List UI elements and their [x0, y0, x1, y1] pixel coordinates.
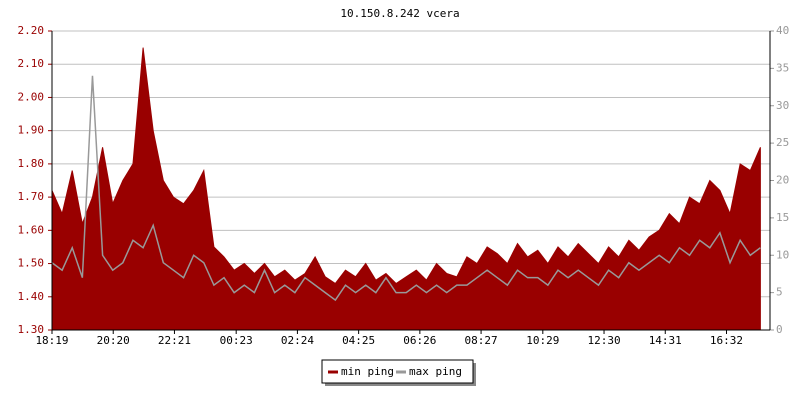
y2-tick-label: 25 [776, 136, 789, 149]
legend-label: min ping [341, 365, 394, 378]
x-tick-label: 06:26 [403, 334, 436, 347]
x-tick-label: 04:25 [342, 334, 375, 347]
x-tick-label: 12:30 [587, 334, 620, 347]
y-tick-label: 2.00 [18, 90, 45, 103]
x-tick-label: 10:29 [526, 334, 559, 347]
y2-tick-label: 20 [776, 174, 789, 187]
line [51, 75, 761, 302]
y-tick-label: 1.60 [18, 223, 45, 236]
y-tick-label: 2.10 [18, 57, 45, 70]
y-tick-label: 1.70 [18, 190, 45, 203]
y-tick-label: 1.30 [18, 323, 45, 336]
y-tick-label: 1.90 [18, 124, 45, 137]
area [51, 47, 761, 331]
x-tick-label: 00:23 [220, 334, 253, 347]
legend-label: max ping [409, 365, 462, 378]
y2-tick-label: 35 [776, 61, 789, 74]
x-tick-label: 14:31 [649, 334, 682, 347]
y2-tick-label: 40 [776, 24, 789, 37]
x-tick-label: 02:24 [281, 334, 314, 347]
y2-tick-label: 30 [776, 99, 789, 112]
y-tick-label: 1.50 [18, 257, 45, 270]
y2-tick-label: 5 [776, 286, 783, 299]
x-tick-label: 20:20 [97, 334, 130, 347]
y2-tick-label: 10 [776, 248, 789, 261]
x-tick-label: 16:32 [710, 334, 743, 347]
y2-tick-label: 0 [776, 323, 783, 336]
y-tick-label: 1.80 [18, 157, 45, 170]
y-tick-label: 2.20 [18, 24, 45, 37]
chart-title: 10.150.8.242 vcera [340, 7, 459, 20]
x-tick-label: 08:27 [465, 334, 498, 347]
x-tick-label: 22:21 [158, 334, 191, 347]
y-tick-label: 1.40 [18, 290, 45, 303]
x-tick-label: 18:19 [35, 334, 68, 347]
y2-tick-label: 15 [776, 211, 789, 224]
